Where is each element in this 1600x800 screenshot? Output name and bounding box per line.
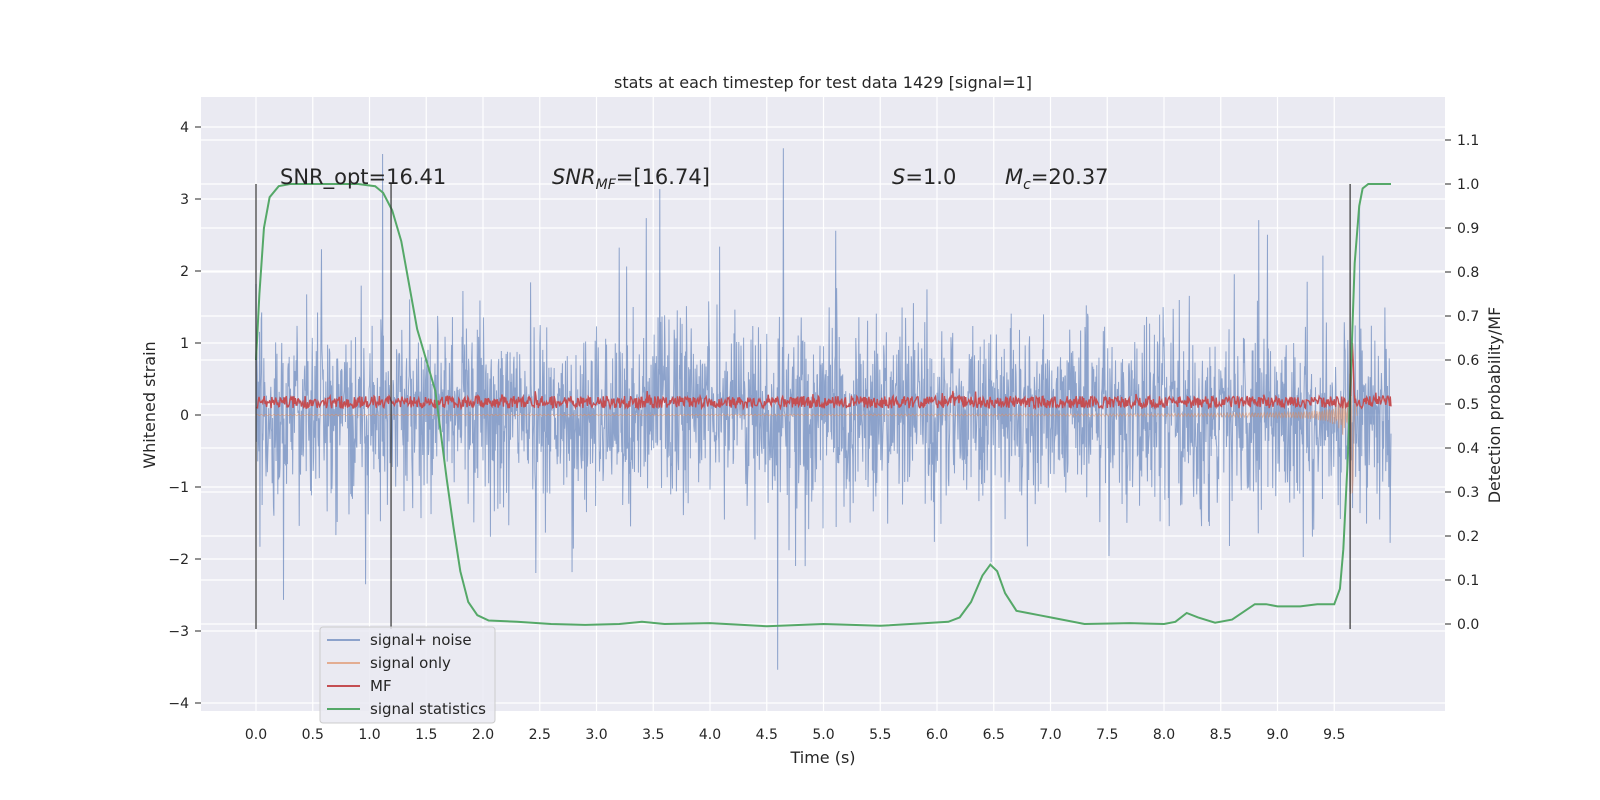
series-signal-statistics bbox=[255, 183, 1391, 628]
y-left-tick-label: −3 bbox=[168, 624, 189, 640]
y-right-tick-label: 0.9 bbox=[1457, 221, 1479, 237]
y-left-tick-label: 2 bbox=[180, 264, 189, 280]
y-left-tick-label: 1 bbox=[180, 336, 189, 352]
y-left-tick-label: −1 bbox=[168, 480, 189, 496]
ticks: 0.0 0.5 1.0 1.5 2.0 2.5 3.0 3.5 4.0 4.5 5.0 5.5 6.0 6… bbox=[168, 120, 1479, 743]
y-left-tick-label: 3 bbox=[180, 192, 189, 208]
series-signal-only bbox=[255, 373, 1358, 494]
x-tick-label: 5.0 bbox=[812, 727, 834, 743]
annotation-snr-mf: SNRMF=[16.74] bbox=[552, 165, 710, 193]
x-tick-label: 4.0 bbox=[699, 727, 721, 743]
x-tick-label: 2.5 bbox=[529, 727, 551, 743]
x-tick-label: 1.5 bbox=[415, 727, 437, 743]
x-tick-label: 3.0 bbox=[585, 727, 607, 743]
x-tick-label: 3.5 bbox=[642, 727, 664, 743]
y-right-tick-label: 0.8 bbox=[1457, 265, 1479, 281]
x-tick-label: 2.0 bbox=[472, 727, 494, 743]
chart-title: stats at each timestep for test data 142… bbox=[614, 73, 1032, 92]
x-tick-label: 1.0 bbox=[358, 727, 380, 743]
y-right-tick-label: 1.0 bbox=[1457, 177, 1479, 193]
annotation-snr-opt: SNR_opt=16.41 bbox=[280, 165, 446, 190]
x-tick-label: 5.5 bbox=[869, 727, 891, 743]
x-tick-label: 9.5 bbox=[1323, 727, 1345, 743]
x-tick-label: 6.5 bbox=[983, 727, 1005, 743]
y-left-tick-label: −4 bbox=[168, 696, 189, 712]
series-signal-noise bbox=[255, 148, 1392, 670]
vertical-lines bbox=[255, 184, 1351, 629]
x-tick-label: 0.5 bbox=[302, 727, 324, 743]
series-layer bbox=[255, 148, 1392, 670]
y-right-tick-label: 0.6 bbox=[1457, 353, 1479, 369]
legend-label-mf: MF bbox=[370, 677, 392, 695]
y-left-tick-label: 0 bbox=[180, 408, 189, 424]
legend-label-signal-noise: signal+ noise bbox=[370, 631, 472, 649]
x-tick-label: 4.5 bbox=[756, 727, 778, 743]
annotation-s: S=1.0 bbox=[892, 165, 956, 189]
annotations: SNR_opt=16.41 SNRMF=[16.74] S=1.0 Mc=20.… bbox=[280, 165, 1109, 193]
y-right-tick-label: 0.7 bbox=[1457, 309, 1479, 325]
legend-label-signal-statistics: signal statistics bbox=[370, 700, 486, 718]
x-axis-label: Time (s) bbox=[789, 748, 855, 767]
x-tick-label: 7.5 bbox=[1096, 727, 1118, 743]
y-axis-label-left: Whitened strain bbox=[140, 341, 159, 468]
x-tick-label: 6.0 bbox=[926, 727, 948, 743]
y-right-tick-label: 0.3 bbox=[1457, 485, 1479, 501]
y-right-tick-label: 0.4 bbox=[1457, 441, 1479, 457]
y-right-tick-label: 0.1 bbox=[1457, 573, 1479, 589]
x-tick-label: 8.0 bbox=[1153, 727, 1175, 743]
legend: signal+ noise signal only MF signal stat… bbox=[319, 626, 496, 724]
series-mf bbox=[255, 342, 1392, 411]
annotation-mc: Mc=20.37 bbox=[1005, 165, 1109, 193]
legend-label-signal-only: signal only bbox=[370, 654, 451, 672]
y-right-tick-label: 0.5 bbox=[1457, 397, 1479, 413]
x-tick-label: 7.0 bbox=[1039, 727, 1061, 743]
y-right-tick-label: 0.2 bbox=[1457, 529, 1479, 545]
y-right-tick-label: 1.1 bbox=[1457, 133, 1479, 149]
y-left-tick-label: 4 bbox=[180, 120, 189, 136]
legend-box bbox=[319, 626, 496, 724]
y-axis-label-right: Detection probability/MF bbox=[1485, 307, 1504, 504]
x-tick-label: 8.5 bbox=[1210, 727, 1232, 743]
y-right-tick-label: 0.0 bbox=[1457, 617, 1479, 633]
x-tick-label: 9.0 bbox=[1266, 727, 1288, 743]
y-left-tick-label: −2 bbox=[168, 552, 189, 568]
x-tick-label: 0.0 bbox=[245, 727, 267, 743]
